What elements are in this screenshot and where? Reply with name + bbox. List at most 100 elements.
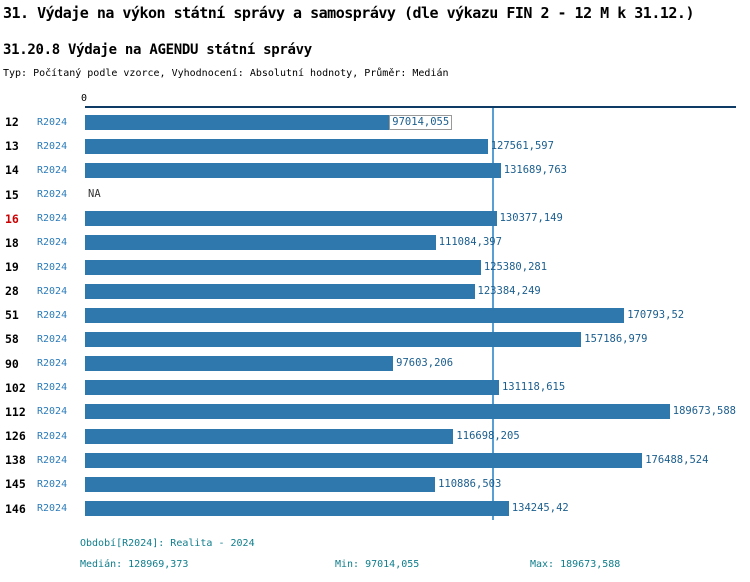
value-label: 131689,763 [503,163,567,176]
row-id-label: 51 [5,308,19,323]
value-label: 111084,397 [438,236,502,249]
bar-row: 14 R2024 131689,763 [0,158,736,182]
value-bar [85,211,497,227]
bar-row: 51 R2024 170793,52 [0,303,736,327]
bar-track: 97014,055 [85,110,736,134]
row-id-label: 90 [5,356,19,371]
value-bar [85,501,509,517]
value-label: 97014,055 [389,114,453,130]
bar-rows: 12 R2024 97014,055 13 R2024 127561,597 14 R2024… [0,110,736,521]
value-bar [85,476,436,492]
top-axis-line [85,106,736,108]
value-bar [85,235,436,251]
value-bar [85,307,625,323]
value-label: 97603,206 [396,357,454,370]
chart-subtitle: 31.20.8 Výdaje na AGENDU státní správy [3,42,312,58]
period-info: Období[R2024]: Realita - 2024 [80,538,255,549]
bar-track: 134245,42 [85,497,736,521]
bar-row: 138 R2024 176488,524 [0,448,736,472]
row-period-label: R2024 [37,261,68,273]
bar-track: 125380,281 [85,255,736,279]
row-id-label: 126 [5,429,26,444]
row-period-label: R2024 [37,333,68,345]
bar-row: 19 R2024 125380,281 [0,255,736,279]
value-label: 123384,249 [477,284,541,297]
value-label: 157186,979 [584,332,648,345]
bar-row: 112 R2024 189673,588 [0,400,736,424]
row-id-label: 12 [5,115,19,130]
bar-row: 146 R2024 134245,42 [0,497,736,521]
footer-stats: Medián: 128969,373 Min: 97014,055 Max: 1… [0,559,750,573]
bar-track: 97603,206 [85,352,736,376]
value-bar [85,428,454,444]
chart-meta-line: Typ: Počítaný podle vzorce, Vyhodnocení:… [3,68,449,79]
row-id-label: 58 [5,332,19,347]
row-id-label: 14 [5,163,19,178]
value-bar [85,138,488,154]
bar-track: 110886,503 [85,472,736,496]
row-id-label: 13 [5,139,19,154]
bar-track: 130377,149 [85,207,736,231]
value-label: 176488,524 [645,453,709,466]
value-bar [85,283,475,299]
row-id-label: 138 [5,453,26,468]
value-label: 125380,281 [483,260,548,273]
bar-track: 131118,615 [85,376,736,400]
value-bar [85,404,670,420]
bar-row: 12 R2024 97014,055 [0,110,736,134]
value-label: 130377,149 [499,212,563,225]
row-id-label: 145 [5,477,26,492]
bar-track: 176488,524 [85,448,736,472]
value-bar [85,380,499,396]
bar-track: 189673,588 [85,400,736,424]
bar-track: 116698,205 [85,424,736,448]
row-id-label: 18 [5,235,19,250]
row-period-label: R2024 [37,406,68,418]
bar-row: 126 R2024 116698,205 [0,424,736,448]
value-label: 134245,42 [511,502,569,515]
value-bar [85,114,392,130]
bar-track: 131689,763 [85,158,736,182]
row-id-label: 19 [5,260,19,275]
max-stat: Max: 189673,588 [530,559,621,570]
row-period-label: R2024 [37,382,68,394]
bar-row: 90 R2024 97603,206 [0,352,736,376]
value-label: NA [88,188,101,201]
row-period-label: R2024 [37,213,68,225]
row-period-label: R2024 [37,189,68,201]
value-label: 189673,588 [672,405,736,418]
min-stat: Min: 97014,055 [335,559,420,570]
bar-row: 28 R2024 123384,249 [0,279,736,303]
median-stat: Medián: 128969,373 [80,559,189,570]
row-period-label: R2024 [37,309,68,321]
row-period-label: R2024 [37,358,68,370]
bar-row: 58 R2024 157186,979 [0,327,736,351]
row-period-label: R2024 [37,285,68,297]
value-label: 131118,615 [501,381,566,394]
row-period-label: R2024 [37,116,68,128]
value-label: 116698,205 [456,429,520,442]
value-label: 110886,503 [438,477,502,490]
row-id-label: 28 [5,284,19,299]
row-id-label: 112 [5,404,26,419]
row-id-label: 102 [5,380,26,395]
bar-track: 123384,249 [85,279,736,303]
bar-track: 111084,397 [85,231,736,255]
row-period-label: R2024 [37,430,68,442]
bar-track: 170793,52 [85,303,736,327]
chart-title: 31. Výdaje na výkon státní správy a samo… [3,4,695,22]
row-period-label: R2024 [37,164,68,176]
value-bar [85,259,481,275]
row-id-label: 146 [5,501,26,516]
value-bar [85,162,501,178]
bar-row: 16 R2024 130377,149 [0,207,736,231]
value-bar [85,331,582,347]
row-period-label: R2024 [37,503,68,515]
value-bar [85,356,394,372]
bar-track: 157186,979 [85,327,736,351]
row-id-label: 16 [5,211,19,226]
row-period-label: R2024 [37,478,68,490]
bar-track: 127561,597 [85,134,736,158]
bar-row: 145 R2024 110886,503 [0,472,736,496]
